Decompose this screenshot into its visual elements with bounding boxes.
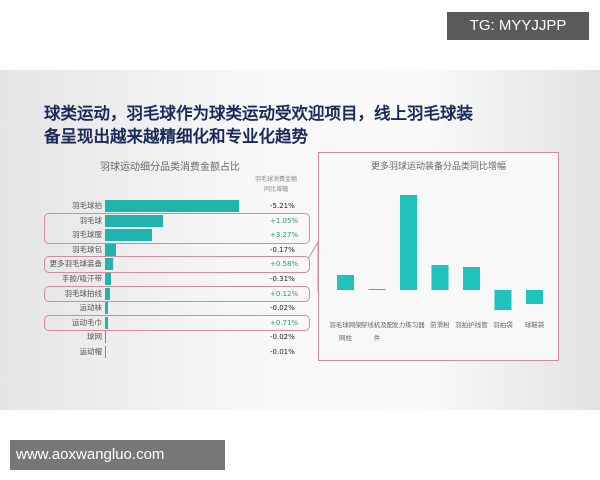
- yoy-label: -5.21%: [270, 202, 295, 210]
- highlight-box: [44, 256, 310, 273]
- yoy-label: +0.12%: [270, 289, 299, 298]
- category-label: 球鞋袋: [525, 320, 545, 329]
- category-label: 球网: [87, 332, 102, 342]
- category-label: 羽拍袋: [493, 320, 513, 329]
- yoy-label: +0.58%: [270, 260, 299, 269]
- slide-title: 球类运动，羽毛球作为球类运动受欢迎项目，线上羽毛球装 备呈现出越来越精细化和专业…: [44, 102, 504, 148]
- bar-row: 手胶/吸汗带 -0.31%: [0, 272, 320, 286]
- bar: [105, 273, 112, 285]
- category-label: 防滑粉: [430, 320, 450, 329]
- bar: [105, 316, 108, 329]
- highlight-box: [44, 285, 310, 303]
- bar: [105, 302, 108, 315]
- yoy-column-header: 羽毛球消费金额 同比增幅: [255, 176, 298, 193]
- category-label: 羽毛球: [79, 215, 103, 225]
- category-label: 羽毛球服: [72, 230, 102, 240]
- yoy-label: -0.02%: [270, 304, 295, 313]
- category-label: 运动袜: [79, 303, 103, 313]
- bar-row: 运动帽 -0.01%: [0, 345, 320, 359]
- bar-row: 羽毛球包 -0.17%: [0, 243, 320, 257]
- bar-row: 羽毛球拍 -5.21%: [0, 199, 320, 213]
- bar: [105, 214, 163, 227]
- bar: [526, 290, 543, 304]
- bar: [105, 346, 106, 358]
- bar: [105, 243, 116, 256]
- bar: [431, 265, 449, 290]
- bar-row: 运动毛巾 +0.71%: [0, 316, 320, 330]
- title-line-2: 备呈现出越来越精细化和专业化趋势: [44, 127, 308, 146]
- bar-row: 羽毛球拍线 +0.12%: [0, 287, 320, 301]
- bar-row: 羽毛球服 +3.27%: [0, 228, 320, 242]
- bar: [105, 229, 152, 242]
- slide: 球类运动，羽毛球作为球类运动受欢迎项目，线上羽毛球装 备呈现出越来越精细化和专业…: [0, 70, 600, 410]
- bar: [400, 195, 417, 290]
- bar: [105, 258, 114, 271]
- bar-row: 运动袜 -0.02%: [0, 301, 320, 315]
- category-label: 件: [374, 333, 381, 342]
- yoy-label: -0.31%: [270, 275, 295, 283]
- yoy-label: +0.71%: [270, 318, 299, 327]
- yoy-label: -0.17%: [270, 245, 295, 254]
- yoy-label: -0.01%: [270, 348, 295, 356]
- category-label: 羽毛球拍线: [64, 288, 103, 298]
- bar-row: 羽毛球 +1.05%: [0, 214, 320, 228]
- right-chart-panel: 更多羽球运动装备分品类同比增幅 羽毛球网架网柱 穿线机及配件 发力练习器 防滑粉 羽拍护…: [318, 152, 559, 361]
- bar: [105, 331, 106, 344]
- bar: [105, 200, 239, 212]
- highlight-box: [44, 314, 310, 332]
- category-label: 运动毛巾: [72, 317, 102, 327]
- bar: [105, 287, 111, 300]
- watermark-bottom: www.aoxwangluo.com: [10, 440, 225, 470]
- category-label: 更多羽毛球装备: [49, 259, 103, 269]
- bar: [463, 267, 480, 290]
- right-chart-title: 更多羽球运动装备分品类同比增幅: [370, 162, 506, 172]
- yoy-label: +3.27%: [270, 231, 299, 240]
- bar: [337, 275, 354, 290]
- category-label: 穿线机及配: [361, 320, 394, 329]
- category-label: 羽毛球拍: [72, 201, 102, 210]
- category-label: 羽拍护线管: [455, 320, 488, 329]
- title-line-1: 球类运动，羽毛球作为球类运动受欢迎项目，线上羽毛球装: [44, 104, 473, 123]
- category-label: 羽毛球包: [72, 244, 102, 254]
- bar-row: 球网 -0.02%: [0, 330, 320, 344]
- category-label: 运动帽: [79, 347, 103, 356]
- left-chart-title: 羽球运动细分品类消费金额占比: [100, 162, 240, 173]
- bar-row: 更多羽毛球装备 +0.58%: [0, 257, 320, 271]
- bar: [494, 290, 512, 310]
- yoy-label: -0.02%: [270, 333, 295, 342]
- yoy-label: +1.05%: [270, 216, 299, 225]
- bar: [368, 289, 386, 290]
- category-label: 网柱: [339, 333, 353, 342]
- category-label: 手胶/吸汗带: [61, 274, 102, 283]
- highlight-box: [44, 212, 310, 244]
- category-label: 羽毛球网架: [329, 320, 362, 329]
- category-label: 发力练习器: [392, 320, 425, 329]
- watermark-top: TG: MYYJJPP: [447, 12, 589, 40]
